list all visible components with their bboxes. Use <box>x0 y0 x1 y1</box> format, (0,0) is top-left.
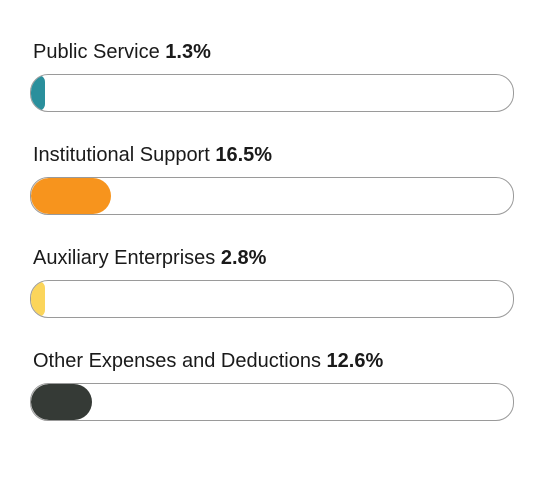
bar-row: Other Expenses and Deductions 12.6% <box>30 349 514 452</box>
bar-track <box>30 383 514 421</box>
bar-row: Institutional Support 16.5% <box>30 143 514 246</box>
bar-fill <box>31 178 111 214</box>
bar-row: Auxiliary Enterprises 2.8% <box>30 246 514 349</box>
bar-label: Public Service 1.3% <box>33 40 514 64</box>
bar-value-label: 1.3% <box>165 41 211 63</box>
bar-label: Other Expenses and Deductions 12.6% <box>33 349 514 373</box>
bar-value-label: 2.8% <box>220 247 267 269</box>
bar-category-label: Auxiliary Enterprises <box>33 247 216 269</box>
progress-bar-list: Public Service 1.3% Institutional Support… <box>30 40 514 452</box>
bar-fill <box>31 281 46 317</box>
bar-track <box>30 280 514 318</box>
bar-category-label: Institutional Support <box>33 144 210 166</box>
bar-track <box>30 74 514 112</box>
bar-label: Institutional Support 16.5% <box>33 143 514 167</box>
bar-category-label: Other Expenses and Deductions <box>33 350 321 372</box>
bar-label: Auxiliary Enterprises 2.8% <box>33 246 514 270</box>
bar-fill <box>31 384 92 420</box>
bar-value-label: 12.6% <box>326 350 384 372</box>
bar-row: Public Service 1.3% <box>30 40 514 143</box>
bar-fill <box>31 75 46 111</box>
bar-category-label: Public Service <box>33 41 160 63</box>
bar-value-label: 16.5% <box>215 144 273 166</box>
bar-track <box>30 177 514 215</box>
